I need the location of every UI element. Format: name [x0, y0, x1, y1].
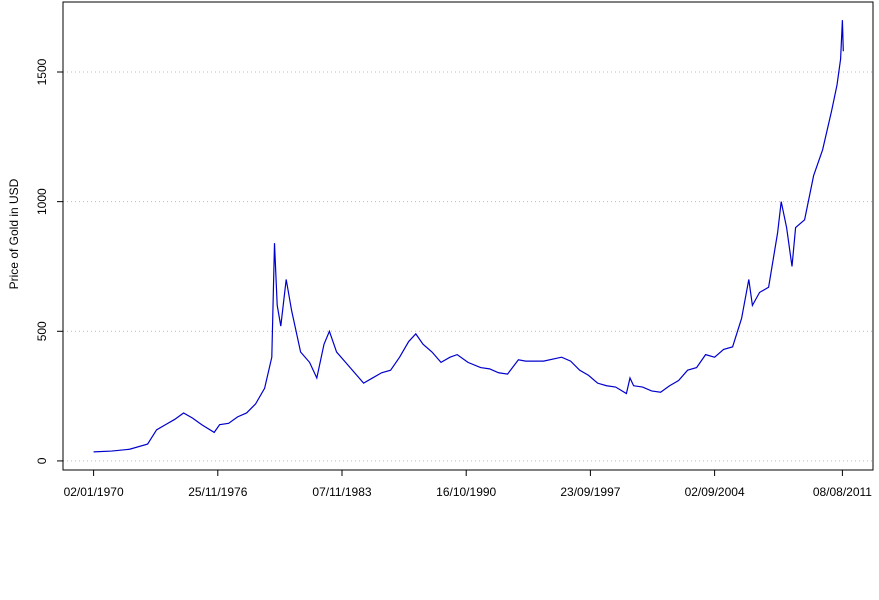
y-axis-label: Price of Gold in USD	[7, 178, 21, 289]
x-tick-label: 08/08/2011	[813, 485, 872, 499]
y-tick-label: 500	[35, 321, 49, 341]
x-tick-label: 25/11/1976	[188, 485, 247, 499]
price-line	[93, 20, 844, 453]
y-tick-label: 0	[35, 457, 49, 464]
x-tick-label: 16/10/1990	[436, 485, 496, 499]
plot-frame	[62, 1, 874, 471]
x-tick-label: 02/01/1970	[64, 485, 124, 499]
x-tick-label: 23/09/1997	[560, 485, 620, 499]
y-tick-label: 1500	[35, 58, 49, 85]
y-tick-label: 1000	[35, 188, 49, 215]
x-tick-label: 07/11/1983	[312, 485, 371, 499]
x-tick-label: 02/09/2004	[685, 485, 745, 499]
